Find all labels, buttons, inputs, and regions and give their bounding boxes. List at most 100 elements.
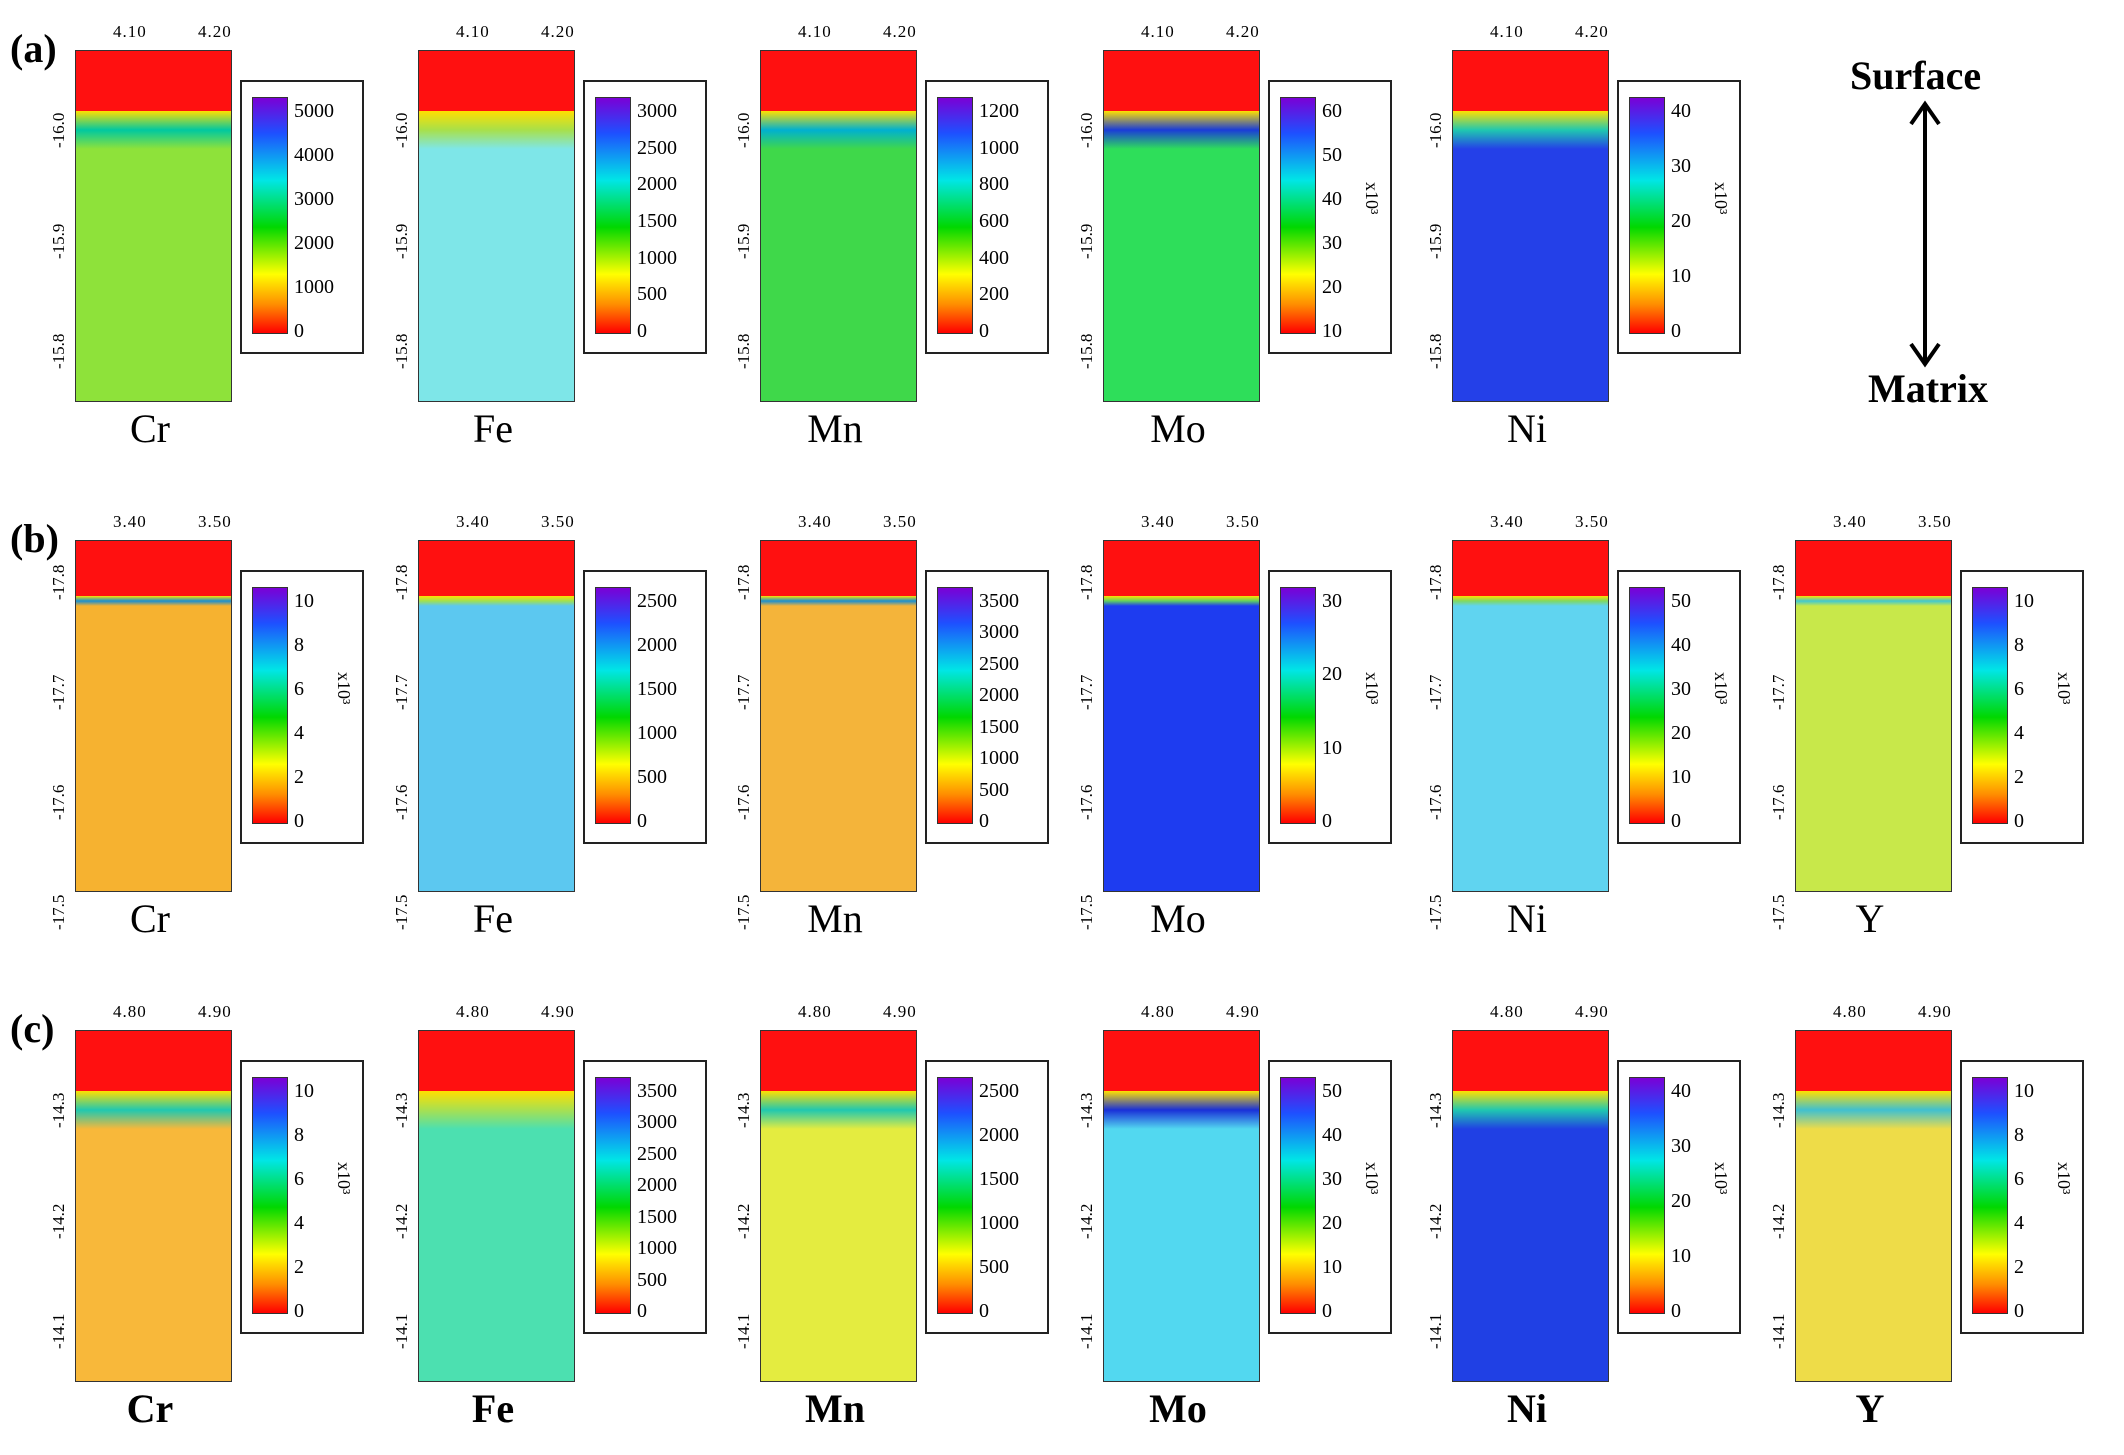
y-tick-label: -17.7: [49, 674, 68, 710]
y-tick-label: -14.3: [49, 1092, 68, 1128]
colorbar-gradient: [1972, 587, 2008, 824]
x-tick-label: 4.90: [1226, 1002, 1260, 1021]
colorbar-tick-label: 8: [2014, 634, 2024, 656]
map-matrix-region: [761, 1129, 916, 1381]
colorbar-tick-label: 2500: [637, 1142, 677, 1165]
element-label: Mo: [1149, 1386, 1207, 1431]
map-surface-region: [1453, 541, 1608, 596]
colorbar-tick-label: 0: [2014, 810, 2024, 832]
colorbar-tick-label: 2: [294, 766, 304, 788]
colorbar-unit: x10³: [2054, 1162, 2074, 1195]
element-map-fe: [418, 50, 575, 402]
y-tick-label: -14.3: [1077, 1092, 1096, 1128]
colorbar-tick-label: 20: [1322, 663, 1342, 686]
x-tick-label: 4.20: [1226, 22, 1260, 41]
colorbar-gradient: [1280, 1077, 1316, 1314]
colorbar-unit: x10³: [1711, 672, 1731, 705]
map-surface-region: [1104, 541, 1259, 596]
colorbar-unit: x10³: [1362, 1162, 1382, 1195]
colorbar-tick-label: 30: [1671, 678, 1691, 700]
element-label: Y: [1855, 896, 1885, 941]
colorbar-tick-label: 20: [1322, 276, 1342, 298]
colorbar: 10 20 30 40 50 60 x10³: [1268, 80, 1392, 354]
colorbar-tick-label: 50: [1671, 590, 1691, 612]
map-surface-region: [76, 51, 231, 111]
map-matrix-region: [1104, 1129, 1259, 1381]
colorbar-tick-label: 500: [979, 778, 1009, 801]
colorbar-tick-label: 4: [2014, 722, 2024, 744]
element-map-y: [1795, 1030, 1952, 1382]
colorbar-tick-label: 5000: [294, 100, 334, 122]
element-label: Mo: [1150, 896, 1206, 941]
colorbar-tick-label: 1000: [637, 1237, 677, 1260]
colorbar-tick-label: 50: [1322, 1080, 1342, 1102]
x-tick-label: 4.80: [113, 1002, 147, 1021]
colorbar-tick-label: 2000: [979, 684, 1019, 707]
colorbar: 0 500 1000 1500 2000 2500: [925, 1060, 1049, 1334]
colorbar-tick-label: 0: [979, 1300, 989, 1322]
colorbar-tick-label: 2000: [637, 173, 677, 196]
y-tick-label: -17.7: [1426, 674, 1445, 710]
element-label: Mn: [805, 1386, 865, 1431]
element-map-mo: [1103, 540, 1260, 892]
x-tick-label: 3.50: [198, 512, 232, 531]
colorbar-tick-label: 40: [1671, 100, 1691, 122]
map-matrix-region: [761, 149, 916, 401]
x-tick-label: 4.80: [1141, 1002, 1175, 1021]
element-map-ni: [1452, 50, 1609, 402]
y-tick-label: -14.2: [392, 1203, 411, 1239]
colorbar-tick-label: 0: [2014, 1300, 2024, 1322]
y-tick-label: -17.7: [1769, 674, 1788, 710]
colorbar-tick-label: 10: [1671, 766, 1691, 788]
colorbar-gradient: [937, 587, 973, 824]
colorbar-gradient: [1629, 97, 1665, 334]
y-tick-label: -14.2: [49, 1203, 68, 1239]
colorbar-tick-label: 20: [1671, 722, 1691, 744]
colorbar-tick-label: 1500: [979, 715, 1019, 738]
element-label: Mo: [1150, 406, 1206, 451]
colorbar: 0 500 1000 1500 2000 2500: [583, 570, 707, 844]
colorbar-tick-label: 1200: [979, 100, 1019, 122]
colorbar: 0 200 400 600 800 1000 1200: [925, 80, 1049, 354]
colorbar-tick-label: 2500: [637, 590, 677, 612]
colorbar-tick-label: 1000: [294, 276, 334, 298]
colorbar-tick-label: 1500: [979, 1168, 1019, 1190]
colorbar-tick-label: 0: [294, 810, 304, 832]
y-tick-label: -17.6: [734, 784, 753, 820]
y-tick-label: -17.6: [49, 784, 68, 820]
map-interface-band: [76, 111, 231, 149]
colorbar-tick-label: 500: [637, 283, 667, 306]
colorbar-tick-label: 2000: [979, 1124, 1019, 1146]
y-tick-label: -17.8: [1077, 564, 1096, 600]
colorbar-tick-label: 8: [2014, 1124, 2024, 1146]
colorbar-tick-label: 50: [1322, 144, 1342, 166]
row-label: (a): [10, 26, 57, 71]
map-surface-region: [761, 51, 916, 111]
colorbar-tick-label: 0: [294, 320, 304, 342]
map-interface-band: [761, 111, 916, 149]
colorbar-tick-label: 40: [1322, 1124, 1342, 1146]
element-map-y: [1795, 540, 1952, 892]
x-tick-label: 4.20: [1575, 22, 1609, 41]
element-map-fe: [418, 1030, 575, 1382]
x-tick-label: 3.40: [1490, 512, 1524, 531]
element-map-cr: [75, 540, 232, 892]
colorbar-tick-label: 60: [1322, 100, 1342, 122]
map-matrix-region: [1104, 606, 1259, 891]
colorbar-tick-label: 4: [294, 1212, 304, 1234]
colorbar-gradient: [252, 97, 288, 334]
row-label: (c): [10, 1006, 55, 1051]
colorbar-tick-label: 1500: [637, 678, 677, 700]
colorbar-gradient: [937, 1077, 973, 1314]
map-interface-band: [1453, 596, 1608, 606]
x-tick-label: 4.90: [1918, 1002, 1952, 1021]
y-tick-label: -15.9: [49, 223, 68, 259]
x-tick-label: 3.40: [1141, 512, 1175, 531]
map-interface-band: [1453, 111, 1608, 149]
colorbar: 0 2 4 6 8 10 x10³: [240, 570, 364, 844]
map-matrix-region: [76, 1129, 231, 1381]
y-tick-label: -17.8: [392, 564, 411, 600]
colorbar-tick-label: 10: [1322, 736, 1342, 759]
colorbar: 0 2 4 6 8 10 x10³: [240, 1060, 364, 1334]
y-tick-label: -14.1: [1077, 1313, 1096, 1349]
